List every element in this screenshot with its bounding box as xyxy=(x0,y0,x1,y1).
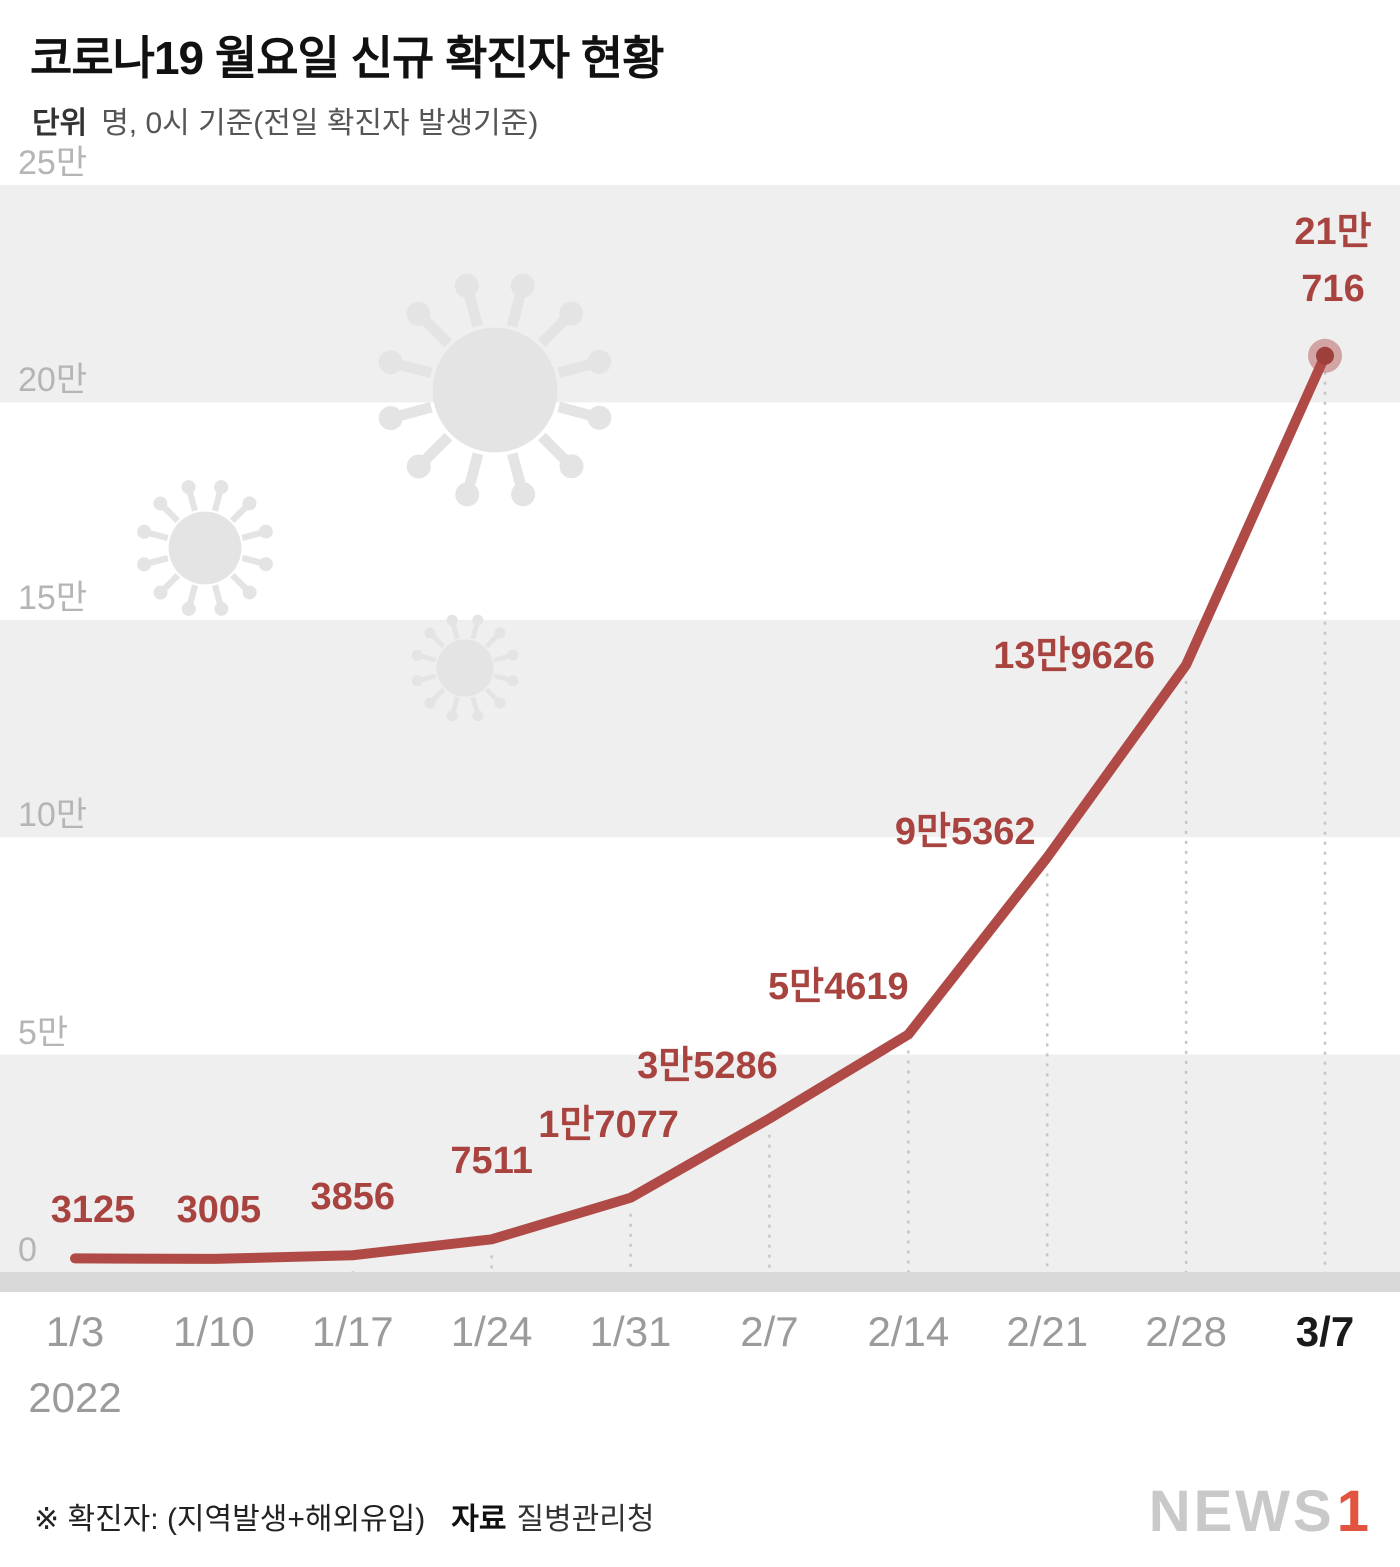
series-line xyxy=(70,350,1330,1264)
chart-subtitle: 단위 명, 0시 기준(전일 확진자 발생기준) xyxy=(32,98,538,142)
news1-logo-news: NEWS xyxy=(1148,1479,1335,1544)
data-point-label: 1만7077 xyxy=(538,1104,679,1147)
source-value: 질병관리청 xyxy=(516,1503,655,1536)
y-tick-label: 0 xyxy=(18,1231,37,1269)
footnote-text: ※ 확진자: (지역발생+해외유입) xyxy=(34,1503,426,1536)
footer-note: ※ 확진자: (지역발생+해외유입) 자료 질병관리청 xyxy=(34,1494,654,1538)
y-tick-label: 10만 xyxy=(18,796,88,835)
x-tick-label: 3/7 xyxy=(1295,1308,1355,1355)
x-axis-year-label: 2022 xyxy=(28,1374,122,1421)
news1-logo-one: 1 xyxy=(1336,1479,1372,1544)
x-tick-label: 1/10 xyxy=(173,1308,255,1355)
source-label: 자료 xyxy=(451,1503,507,1536)
x-tick-label: 1/24 xyxy=(450,1308,533,1355)
chart-band xyxy=(0,619,1400,838)
chart-band xyxy=(0,185,1400,403)
virus-watermark-icon xyxy=(411,614,519,722)
data-point-label: 3005 xyxy=(176,1189,262,1232)
data-point-label: 21만 716 xyxy=(1294,210,1372,310)
data-point-label: 3125 xyxy=(50,1188,136,1231)
virus-watermark-icon xyxy=(137,480,273,616)
x-tick-label: 1/3 xyxy=(45,1308,105,1355)
x-tick-label: 2/21 xyxy=(1006,1308,1089,1355)
data-point-label: 9만5362 xyxy=(894,810,1036,853)
y-tick-label: 20만 xyxy=(18,361,88,400)
x-tick-label: 1/31 xyxy=(589,1308,672,1355)
y-tick-label: 25만 xyxy=(18,144,88,182)
y-tick-label: 15만 xyxy=(18,578,88,617)
unit-text: 명, 0시 기준(전일 확진자 발생기준) xyxy=(101,107,539,140)
news1-logo: NEWS1 xyxy=(1149,1478,1372,1545)
y-tick-label: 5만 xyxy=(18,1013,69,1052)
data-point-label: 5만4619 xyxy=(768,966,909,1009)
line-chart xyxy=(0,185,1400,1292)
unit-label: 단위 xyxy=(32,107,88,140)
x-tick-label: 2/28 xyxy=(1145,1308,1227,1355)
x-tick-label: 2/14 xyxy=(867,1308,950,1355)
data-point-label: 3만5286 xyxy=(637,1045,778,1088)
virus-watermark-icon xyxy=(378,273,612,507)
data-point-label: 13만9626 xyxy=(993,635,1155,678)
x-axis-strip xyxy=(0,1272,1400,1292)
endpoint-marker xyxy=(1316,346,1334,365)
x-tick-label: 1/17 xyxy=(311,1308,394,1355)
page-title: 코로나19 월요일 신규 확진자 현황 xyxy=(30,32,664,84)
data-point-label: 3856 xyxy=(310,1175,396,1218)
x-tick-label: 2/7 xyxy=(740,1308,799,1355)
data-point-label: 7511 xyxy=(450,1139,533,1182)
